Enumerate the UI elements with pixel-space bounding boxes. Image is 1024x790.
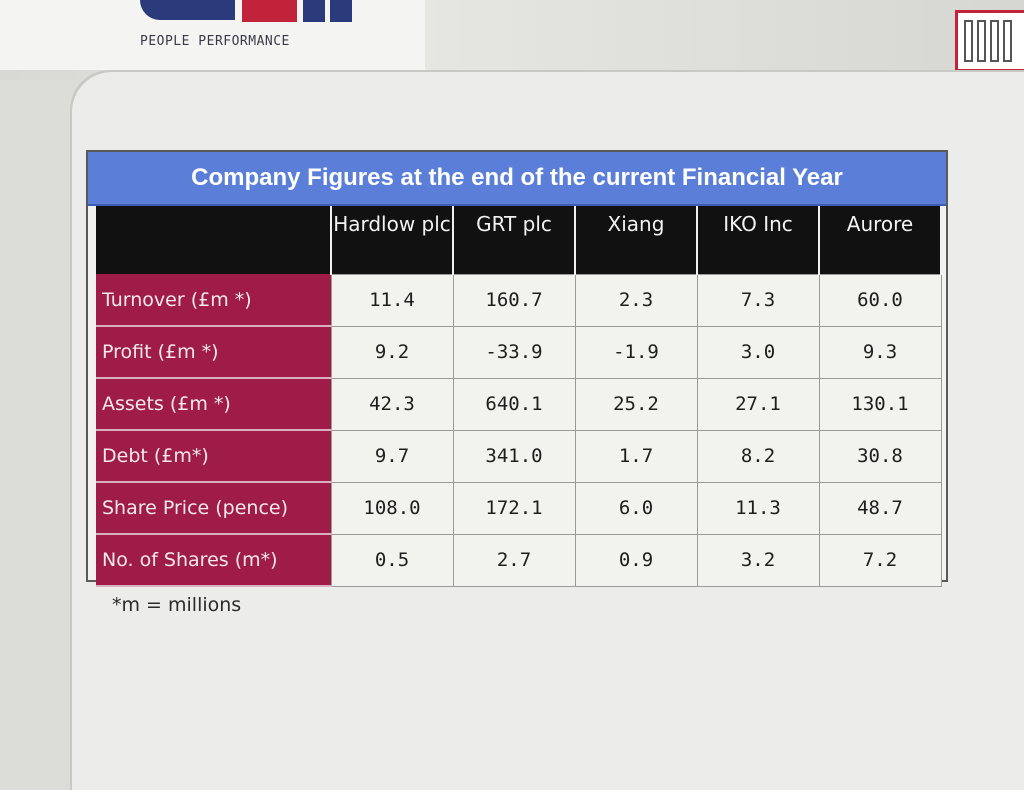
table-cell: 27.1 <box>696 377 820 431</box>
table-cell: 0.5 <box>330 533 454 587</box>
table-cell: 30.8 <box>818 429 942 483</box>
table-cell: 9.3 <box>818 325 942 379</box>
column-header: GRT plc <box>453 206 576 274</box>
table-row: Profit (£m *) 9.2 -33.9 -1.9 3.0 9.3 <box>96 325 942 379</box>
table-cell: -1.9 <box>574 325 698 379</box>
row-header: Assets (£m *) <box>96 378 331 431</box>
footnote: *m = millions <box>112 594 242 616</box>
table-cell: 7.3 <box>696 273 820 327</box>
table-cell: 11.4 <box>330 273 454 327</box>
table-cell: 42.3 <box>330 377 454 431</box>
table-cell: 9.7 <box>330 429 454 483</box>
column-header: Aurore <box>819 206 942 274</box>
table-title: Company Figures at the end of the curren… <box>88 152 946 206</box>
table-cell: 2.3 <box>574 273 698 327</box>
company-figures-table: Company Figures at the end of the curren… <box>86 150 948 587</box>
table-cell: 3.0 <box>696 325 820 379</box>
column-header-row: Hardlow plc GRT plc Xiang IKO Inc Aurore <box>96 206 942 274</box>
table-row: Share Price (pence) 108.0 172.1 6.0 11.3… <box>96 481 942 535</box>
table-cell: -33.9 <box>452 325 576 379</box>
row-header: No. of Shares (m*) <box>96 534 331 587</box>
column-header: Hardlow plc <box>331 206 454 274</box>
table-cell: 160.7 <box>452 273 576 327</box>
table-row: Assets (£m *) 42.3 640.1 25.2 27.1 130.1 <box>96 377 942 431</box>
table-cell: 48.7 <box>818 481 942 535</box>
table-cell: 1.7 <box>574 429 698 483</box>
table-cell: 11.3 <box>696 481 820 535</box>
table-cell: 172.1 <box>452 481 576 535</box>
table-row: Turnover (£m *) 11.4 160.7 2.3 7.3 60.0 <box>96 273 942 327</box>
table-cell: 108.0 <box>330 481 454 535</box>
table-cell: 60.0 <box>818 273 942 327</box>
table-row: No. of Shares (m*) 0.5 2.7 0.9 3.2 7.2 <box>96 533 942 587</box>
column-header: IKO Inc <box>697 206 820 274</box>
table-cell: 0.9 <box>574 533 698 587</box>
table-cell: 130.1 <box>818 377 942 431</box>
table-cell: 640.1 <box>452 377 576 431</box>
table-cell: 8.2 <box>696 429 820 483</box>
brand-logo <box>140 0 355 22</box>
table-cell: 3.2 <box>696 533 820 587</box>
brand-tagline: PEOPLE PERFORMANCE <box>140 34 290 49</box>
row-header: Turnover (£m *) <box>96 274 331 327</box>
brand-header: PEOPLE PERFORMANCE <box>0 0 425 70</box>
table-cell: 9.2 <box>330 325 454 379</box>
row-header: Profit (£m *) <box>96 326 331 379</box>
table-cell: 341.0 <box>452 429 576 483</box>
column-header: Xiang <box>575 206 698 274</box>
row-header: Debt (£m*) <box>96 430 331 483</box>
figures-grid: Hardlow plc GRT plc Xiang IKO Inc Aurore… <box>96 206 942 587</box>
corner-cell <box>96 206 332 274</box>
corner-logo-icon <box>955 10 1024 72</box>
row-header: Share Price (pence) <box>96 482 331 535</box>
table-cell: 25.2 <box>574 377 698 431</box>
table-cell: 2.7 <box>452 533 576 587</box>
table-row: Debt (£m*) 9.7 341.0 1.7 8.2 30.8 <box>96 429 942 483</box>
table-cell: 6.0 <box>574 481 698 535</box>
table-cell: 7.2 <box>818 533 942 587</box>
